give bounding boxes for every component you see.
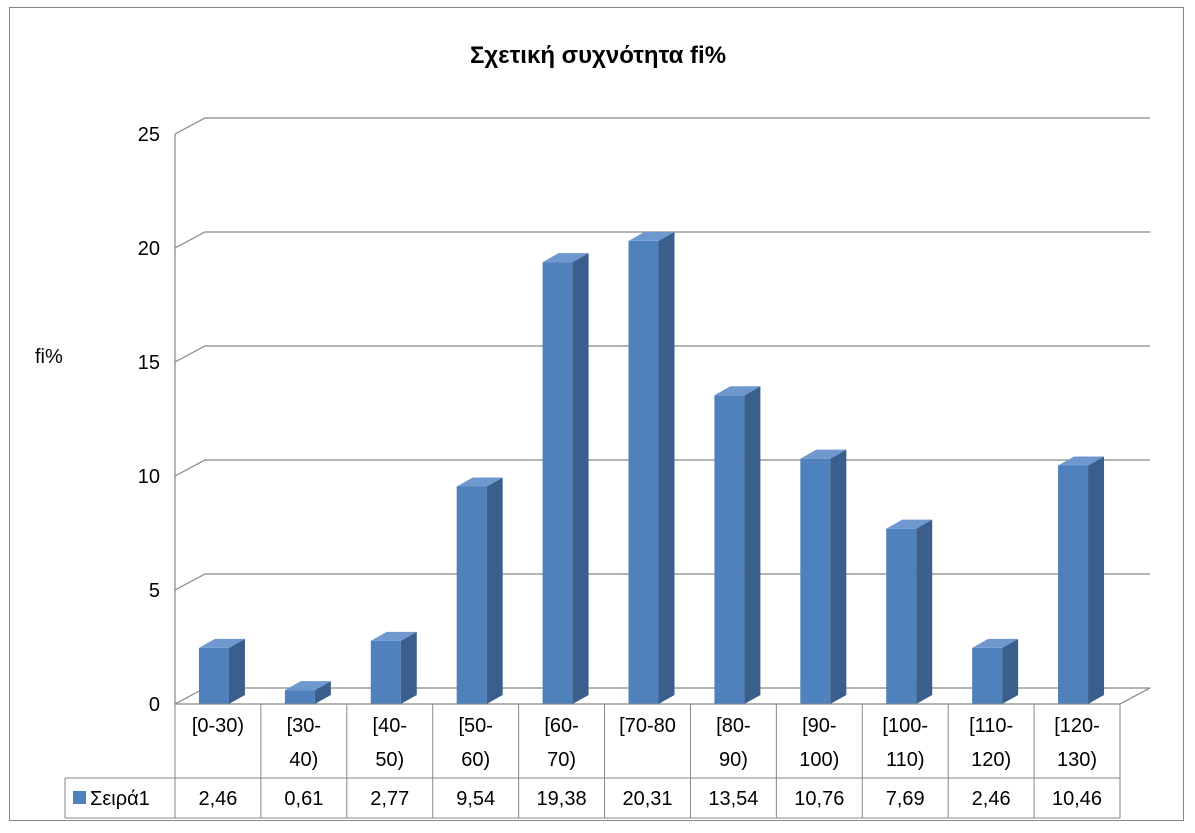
bar-front	[886, 528, 917, 704]
bar-side	[658, 231, 675, 704]
bar-side	[744, 386, 761, 704]
bar-top	[1058, 456, 1105, 466]
y-tick-layer: 0 5 10 15 20 25	[138, 124, 160, 716]
bar-top	[800, 449, 847, 459]
category-label: [40-	[373, 715, 407, 737]
bar-front	[628, 240, 659, 704]
category-label: 50)	[375, 749, 404, 771]
category-label: 110)	[886, 749, 925, 771]
legend-label: Σειρά1	[90, 788, 150, 810]
bar-front	[370, 640, 401, 704]
data-table-value: 2,46	[198, 788, 237, 810]
category-label: 120)	[971, 749, 1011, 771]
gridline	[174, 345, 1150, 363]
legend-swatch	[73, 791, 86, 804]
gridline	[174, 117, 1150, 135]
bar	[284, 681, 331, 704]
category-label: [100-	[882, 715, 928, 737]
bar	[542, 253, 589, 705]
bar-side	[1002, 638, 1019, 704]
y-tick-label: 25	[138, 124, 160, 146]
data-table-value: 10,76	[794, 788, 844, 810]
data-table-value: 0,61	[284, 788, 323, 810]
data-table-value: 19,38	[537, 788, 587, 810]
category-label: [110-	[969, 715, 1013, 737]
y-tick-label: 10	[138, 466, 160, 488]
category-label: [60-	[544, 715, 578, 737]
category-label: 130)	[1057, 749, 1097, 771]
bar-top	[198, 638, 245, 648]
bar	[800, 449, 847, 704]
data-table-value: 7,69	[886, 788, 925, 810]
gridline	[174, 231, 1150, 249]
bar-front	[284, 690, 315, 704]
bar-front	[714, 395, 745, 704]
bar-side	[486, 477, 503, 704]
category-label: [30-	[287, 715, 321, 737]
category-label: [90-	[802, 715, 836, 737]
bar	[628, 231, 675, 704]
bar-top	[456, 477, 503, 487]
bar-top	[542, 253, 589, 263]
bar-front	[542, 262, 573, 704]
category-label: 90)	[719, 749, 748, 771]
category-label: [70-80	[619, 715, 676, 737]
bar-top	[284, 681, 331, 691]
bar-top	[972, 638, 1019, 648]
bar-front	[198, 647, 229, 704]
bar	[714, 386, 761, 704]
bar	[370, 631, 417, 704]
bar-front	[456, 486, 487, 704]
bar-top	[714, 386, 761, 396]
category-label: [50-	[458, 715, 492, 737]
data-table: [0-30) [30- 40) [40- 50) [50- 60) [60- 70) [70-80…	[64, 703, 1121, 819]
bar-side	[830, 449, 847, 704]
chart-title: Σχετική συχνότητα fi%	[470, 42, 726, 69]
grid-layer	[174, 117, 1151, 705]
bar-front	[1058, 465, 1089, 704]
category-label: 40)	[289, 749, 318, 771]
bar-layer	[198, 231, 1105, 705]
bar-side	[314, 681, 331, 704]
category-label: 70)	[547, 749, 576, 771]
data-table-value: 10,46	[1052, 788, 1102, 810]
bar-side	[1088, 456, 1105, 704]
bar-side	[228, 638, 245, 704]
category-label: 100)	[799, 749, 839, 771]
bar	[198, 638, 245, 704]
bar	[886, 519, 933, 704]
chart-svg: Σχετική συχνότητα fi% fi% 0 5 10 15 20 25 [0-…	[35, 42, 1151, 819]
category-label: [0-30)	[192, 715, 244, 737]
bar-front	[972, 647, 1003, 704]
category-label: 60)	[461, 749, 490, 771]
bar-side	[572, 253, 589, 705]
bar-side	[400, 631, 417, 704]
y-tick-label: 15	[138, 352, 160, 374]
bar	[1058, 456, 1105, 704]
data-table-value: 2,77	[370, 788, 409, 810]
data-table-value: 2,46	[972, 788, 1011, 810]
bar-top	[886, 519, 933, 529]
chart-frame: Σχετική συχνότητα fi% fi% 0 5 10 15 20 25 [0-…	[9, 7, 1184, 821]
data-table-value: 13,54	[708, 788, 758, 810]
bar-top	[370, 631, 417, 641]
bar-front	[800, 458, 831, 704]
bar	[456, 477, 503, 704]
category-label: [120-	[1054, 715, 1100, 737]
data-table-value: 20,31	[622, 788, 672, 810]
y-axis-label: fi%	[35, 346, 63, 368]
bar-top	[628, 231, 675, 241]
category-label: [80-	[716, 715, 750, 737]
bar-side	[916, 519, 933, 704]
bar	[972, 638, 1019, 704]
y-tick-label: 0	[149, 694, 160, 716]
y-tick-label: 20	[138, 238, 160, 260]
y-tick-label: 5	[149, 580, 160, 602]
data-table-value: 9,54	[456, 788, 495, 810]
